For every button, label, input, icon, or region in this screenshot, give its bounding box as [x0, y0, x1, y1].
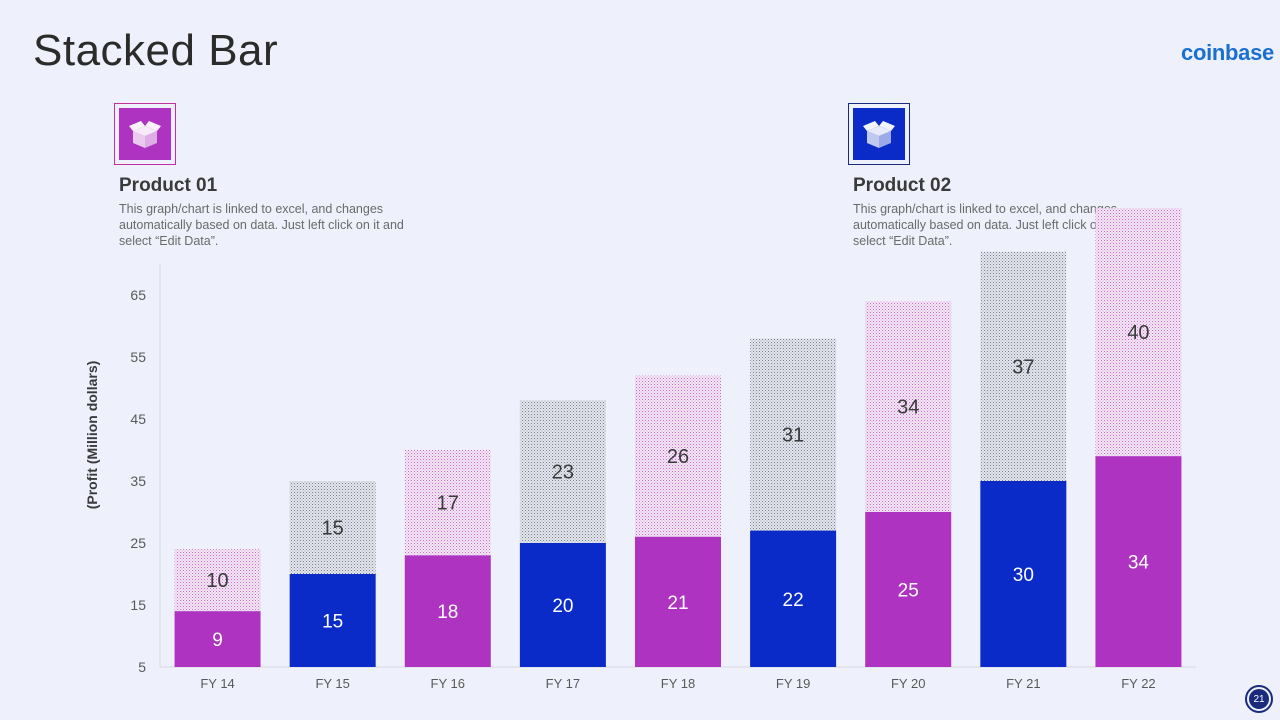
bar-base-value-label: 25 — [898, 581, 919, 602]
bar-top-value-label: 31 — [782, 425, 804, 447]
bar-top-value-label: 15 — [322, 518, 344, 540]
y-tick-label: 25 — [130, 535, 146, 551]
bar-base-value-label: 20 — [552, 596, 573, 617]
x-tick-label: FY 20 — [891, 676, 925, 691]
bar-top-segment — [519, 400, 606, 543]
bar-top-segment — [404, 450, 491, 556]
x-tick-label: FY 19 — [776, 676, 810, 691]
open-box-icon — [863, 121, 895, 148]
bar-top-segment — [1095, 208, 1182, 457]
x-tick-label: FY 22 — [1121, 676, 1155, 691]
product-01-icon-frame — [114, 103, 176, 165]
bar-base-segment — [174, 611, 261, 667]
bar-top-value-label: 23 — [552, 462, 574, 484]
x-tick-label: FY 18 — [661, 676, 695, 691]
x-tick-label: FY 17 — [546, 676, 580, 691]
bar-top-value-label: 34 — [897, 397, 919, 419]
bar-base-value-label: 30 — [1013, 565, 1034, 586]
bar-base-value-label: 21 — [667, 593, 688, 614]
bar-base-segment — [980, 481, 1067, 667]
bar-top-value-label: 17 — [437, 493, 459, 515]
bar-top-segment — [635, 375, 721, 537]
bar-base-segment — [750, 530, 837, 667]
bar-base-segment — [1095, 456, 1182, 667]
bar-base-segment — [404, 555, 491, 667]
y-tick-label: 5 — [138, 659, 146, 675]
bar-top-segment — [289, 481, 376, 574]
y-tick-label: 15 — [130, 597, 146, 613]
x-tick-label: FY 14 — [200, 676, 234, 691]
product-01-description: This graph/chart is linked to excel, and… — [119, 202, 404, 248]
bar-base-segment — [635, 536, 721, 667]
product-02-description: This graph/chart is linked to excel, and… — [853, 202, 1138, 248]
y-tick-label: 35 — [130, 473, 146, 489]
product-01-icon-tile — [119, 108, 171, 160]
y-tick-label: 55 — [130, 349, 146, 365]
bar-base-segment — [519, 543, 606, 667]
bar-top-segment — [980, 251, 1067, 481]
bar-base-segment — [289, 574, 376, 667]
bar-base-value-label: 22 — [783, 590, 804, 611]
bar-top-segment — [865, 301, 952, 512]
product-02-icon-frame — [848, 103, 910, 165]
product-01-block: Product 01 This graph/chart is linked to… — [114, 103, 439, 249]
product-02-name: Product 02 — [853, 175, 952, 196]
bar-top-value-label: 10 — [206, 570, 228, 592]
bar-base-value-label: 9 — [212, 630, 223, 651]
x-tick-label: FY 16 — [431, 676, 465, 691]
bar-base-value-label: 34 — [1128, 553, 1150, 574]
bar-top-segment — [750, 338, 837, 531]
bar-base-value-label: 15 — [322, 612, 343, 633]
bar-base-segment — [865, 512, 952, 667]
y-axis-label: (Profit (Million dollars) — [84, 360, 100, 510]
product-02-icon-tile — [853, 108, 905, 160]
open-box-icon — [129, 121, 161, 148]
x-tick-label: FY 21 — [1006, 676, 1040, 691]
product-02-block: Product 02 This graph/chart is linked to… — [848, 103, 1173, 249]
bar-top-value-label: 37 — [1012, 356, 1034, 378]
y-tick-label: 45 — [130, 411, 146, 427]
y-tick-label: 65 — [130, 287, 146, 303]
coinbase-logo: coinbase — [1181, 40, 1274, 65]
bar-base-value-label: 18 — [437, 602, 458, 623]
bar-top-value-label: 26 — [667, 446, 689, 468]
page-number: 21 — [1249, 689, 1269, 709]
product-01-name: Product 01 — [119, 175, 218, 196]
slide-title: Stacked Bar — [33, 26, 279, 75]
bar-top-value-label: 40 — [1127, 322, 1149, 344]
bar-top-segment — [174, 549, 261, 612]
x-tick-label: FY 15 — [315, 676, 349, 691]
page-number-badge: 21 — [1245, 685, 1273, 713]
